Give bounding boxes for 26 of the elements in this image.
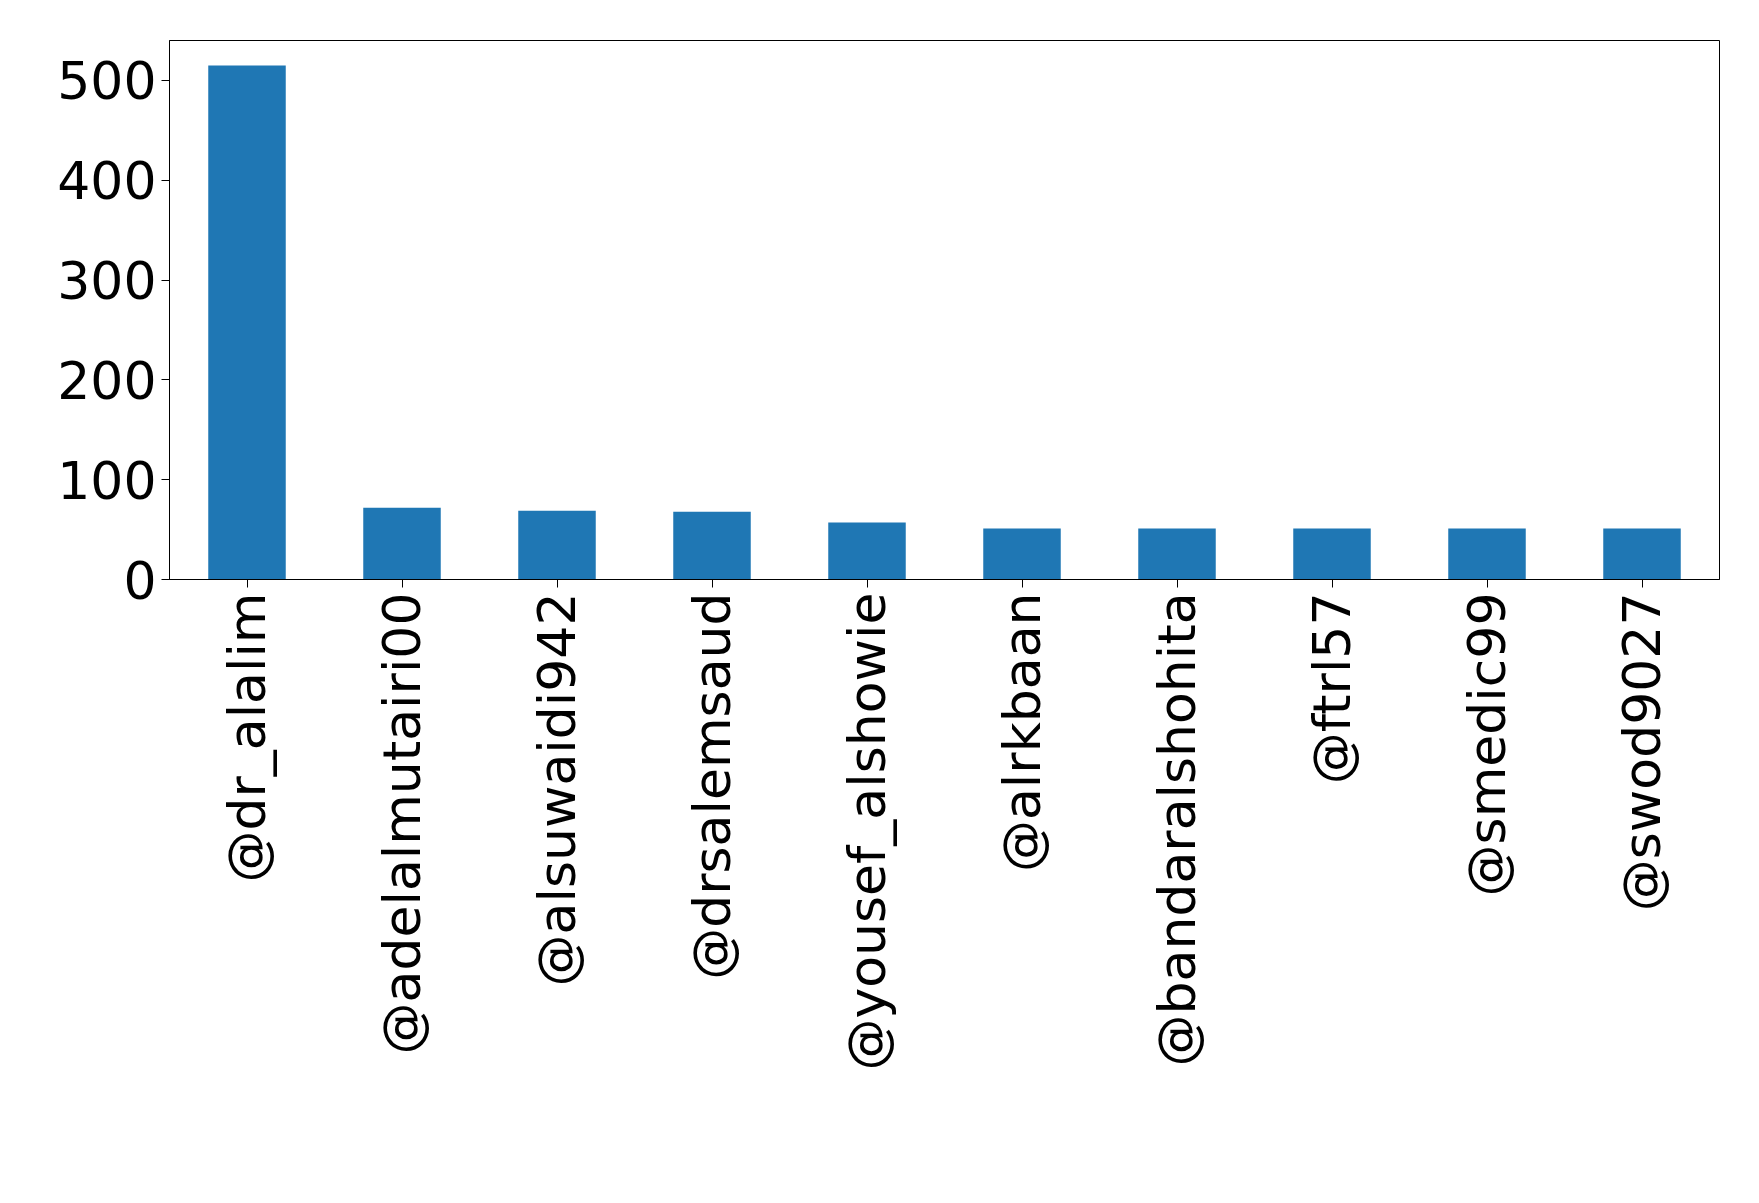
x-tick-label: @alsuwaidi942 <box>527 592 587 987</box>
x-tick-label: @ftrl57 <box>1302 592 1362 785</box>
bar <box>983 528 1061 580</box>
x-tick-label: @dr_alalim <box>217 592 277 883</box>
bar <box>208 65 286 580</box>
x-tick-label: @smedic99 <box>1457 592 1517 897</box>
x-tick-label: @bandaralshohita <box>1147 592 1207 1067</box>
bar <box>828 522 906 580</box>
bar <box>1293 528 1371 580</box>
x-tick-label: @adelalmutairi00 <box>372 592 432 1055</box>
bar <box>673 511 751 580</box>
y-tick-label: 0 <box>123 550 157 611</box>
x-tick-label: @drsalemsaud <box>682 592 742 980</box>
bar <box>1138 528 1216 580</box>
x-tick-label: @alrkbaan <box>992 592 1052 872</box>
y-tick-label: 200 <box>57 350 157 411</box>
x-tick-label: @swod9027 <box>1612 592 1672 912</box>
y-tick-label: 100 <box>57 450 157 511</box>
bar <box>518 510 596 580</box>
bar <box>363 507 441 580</box>
bar <box>1448 528 1526 580</box>
y-tick-label: 300 <box>57 251 157 312</box>
y-tick-label: 400 <box>57 151 157 212</box>
bar <box>1603 528 1681 580</box>
y-tick-label: 500 <box>57 51 157 112</box>
x-tick-label: @yousef_alshowie <box>837 592 897 1071</box>
